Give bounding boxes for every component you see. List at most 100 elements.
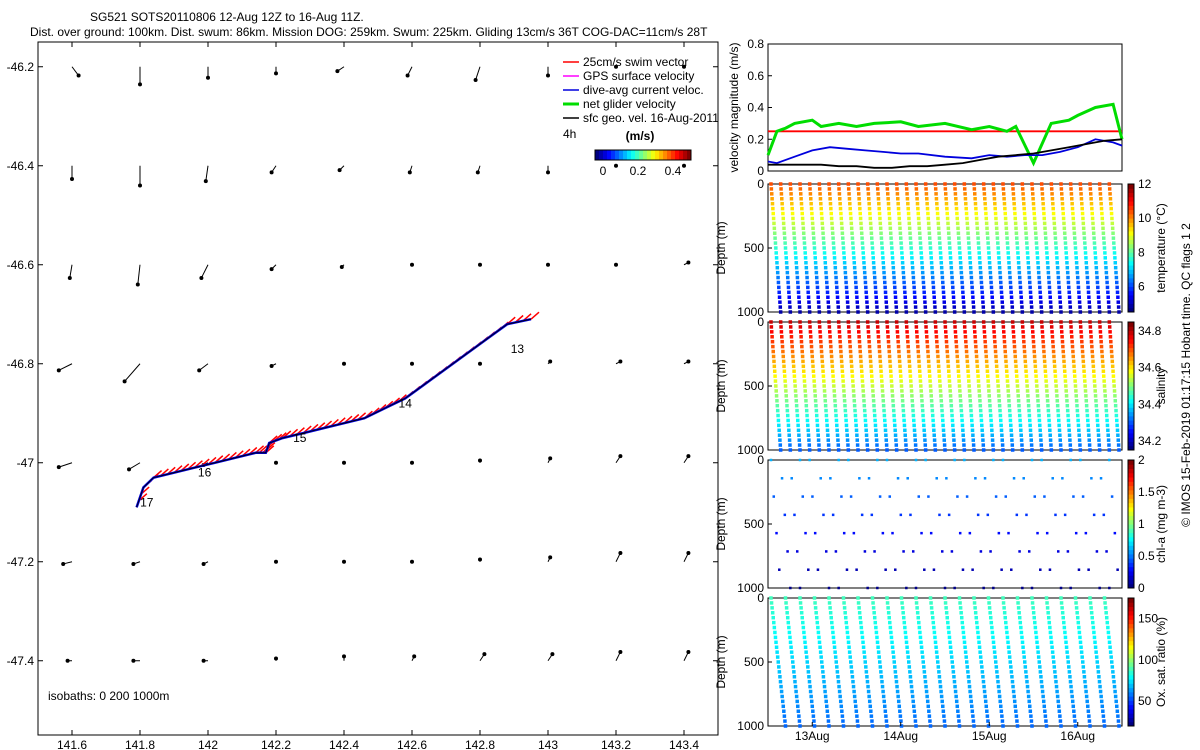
salinity-sample (855, 443, 860, 447)
oxygen-colorbar-cell (1128, 602, 1134, 608)
temperature-colorbar-cell (1128, 265, 1134, 270)
chla-sample (989, 550, 992, 553)
oxygen-sample (772, 625, 777, 630)
temperature-sample (975, 226, 980, 231)
oxygen-sample (827, 601, 832, 605)
oxygen-sample (1040, 689, 1045, 694)
oxygen-sample (783, 596, 788, 600)
temperature-sample (835, 290, 839, 295)
salinity-sample (953, 325, 957, 329)
oxygen-sample (901, 611, 905, 615)
temperature-sample (836, 305, 841, 309)
salinity-sample (1094, 399, 1098, 403)
oxygen-sample (798, 601, 803, 605)
salinity-sample (978, 403, 983, 408)
oxygen-sample (836, 679, 841, 684)
oxygen-sample (1009, 670, 1014, 674)
salinity-sample (859, 359, 863, 364)
geo-velocity-arrowhead (478, 361, 482, 366)
chla-sample (1001, 458, 1005, 462)
temperature-sample (998, 275, 1003, 280)
oxygen-sample (942, 714, 946, 718)
temperature-sample (970, 280, 974, 285)
temperature-sample (943, 182, 947, 186)
salinity-sample (993, 349, 998, 354)
oxygen-sample (825, 704, 829, 709)
salinity-sample (950, 413, 954, 418)
temperature-sample (1045, 256, 1049, 260)
temperature-sample (774, 251, 778, 255)
salinity-sample (848, 339, 852, 344)
salinity-sample (923, 448, 928, 452)
temperature-sample (847, 192, 851, 196)
oxygen-sample (1106, 625, 1110, 630)
temperature-sample (899, 246, 904, 250)
temperature-sample (803, 256, 808, 260)
temperature-sample (931, 280, 935, 285)
temperature-sample (784, 256, 788, 260)
map-x-tick-label: 141.8 (125, 738, 155, 750)
temperature-sample (770, 201, 775, 206)
temperature-sample (1086, 290, 1091, 295)
temperature-sample (822, 251, 827, 255)
oxygen-sample (900, 601, 904, 605)
temperature-sample (959, 270, 964, 275)
temperature-sample (1007, 265, 1012, 270)
oxygen-sample (894, 675, 898, 679)
oxygen-colorbar-cell (1128, 696, 1134, 701)
chla-sample (950, 550, 954, 553)
salinity-sample (825, 423, 829, 428)
temperature-sample (967, 246, 971, 250)
temperature-sample (867, 201, 871, 206)
salinity-sample (871, 389, 875, 393)
temperature-sample (965, 216, 969, 221)
salinity-sample (998, 413, 1003, 418)
oxygen-sample (946, 625, 951, 630)
salinity-sample (942, 438, 947, 442)
oxygen-sample (925, 694, 929, 699)
temperature-sample (791, 226, 796, 231)
oxygen-sample (931, 620, 936, 625)
oxygen-y-tick-label: 0 (757, 591, 764, 605)
salinity-sample (1081, 359, 1086, 364)
oxygen-sample (890, 640, 894, 645)
oxygen-sample (1049, 640, 1054, 645)
salinity-sample (1083, 389, 1088, 393)
temperature-sample (824, 275, 829, 280)
salinity-sample (800, 349, 804, 354)
temperature-sample (787, 295, 791, 299)
chla-sample (945, 477, 948, 480)
temperature-sample (993, 211, 998, 216)
oxygen-sample (975, 625, 980, 630)
salinity-sample (1061, 349, 1065, 354)
temperature-sample (1096, 295, 1101, 299)
legend-colorbar-cell (655, 150, 660, 160)
salinity-sample (1084, 403, 1089, 408)
salinity-sample (1029, 438, 1034, 442)
oxygen-sample (914, 724, 918, 728)
salinity-sample (1089, 339, 1094, 344)
salinity-sample (994, 364, 999, 369)
salinity-sample (1045, 399, 1050, 403)
oxygen-sample (1043, 709, 1047, 713)
salinity-sample (1021, 335, 1026, 339)
salinity-sample (850, 374, 855, 378)
geo-velocity-arrowhead (614, 163, 618, 168)
temperature-sample (782, 231, 787, 235)
salinity-sample (879, 369, 883, 373)
salinity-sample (1050, 335, 1055, 339)
oxygen-sample (872, 615, 877, 620)
salinity-sample (1051, 339, 1055, 344)
salinity-sample (886, 335, 890, 339)
salinity-sample (1050, 330, 1054, 334)
temperature-sample (818, 192, 822, 196)
temperature-sample (793, 246, 797, 250)
salinity-sample (889, 374, 893, 378)
legend-colorbar-cell (603, 150, 608, 160)
salinity-sample (1101, 369, 1106, 373)
salinity-sample (946, 369, 951, 373)
oxygen-sample (812, 724, 817, 728)
oxygen-sample (879, 675, 884, 679)
geo-velocity-arrowhead (76, 73, 81, 78)
salinity-sample (804, 403, 809, 408)
